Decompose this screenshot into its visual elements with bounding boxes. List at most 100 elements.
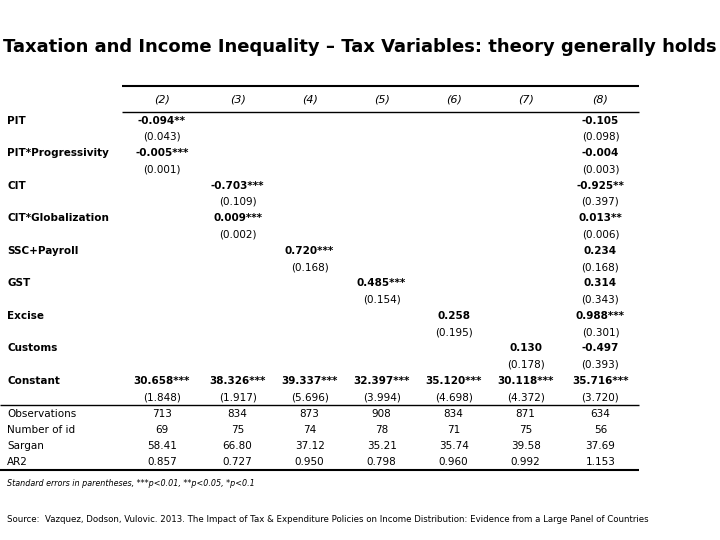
Text: -0.703***: -0.703*** [211,181,264,191]
Text: 0.485***: 0.485*** [357,278,406,288]
Text: 56: 56 [594,425,607,435]
Text: Standard errors in parentheses, ***p<0.01, **p<0.05, *p<0.1: Standard errors in parentheses, ***p<0.0… [7,479,255,488]
Text: 39.58: 39.58 [510,441,541,451]
Text: 30.658***: 30.658*** [134,376,190,386]
Text: 35.74: 35.74 [438,441,469,451]
Text: 66.80: 66.80 [222,441,253,451]
Text: 38.326***: 38.326*** [210,376,266,386]
Text: 0.258: 0.258 [437,311,470,321]
Text: 713: 713 [152,409,172,419]
Text: 834: 834 [228,409,248,419]
Text: Excise: Excise [7,311,44,321]
Text: 78: 78 [375,425,388,435]
Text: (4.372): (4.372) [507,392,544,402]
Text: (0.043): (0.043) [143,132,181,142]
Text: (5.696): (5.696) [291,392,328,402]
Text: PIT*Progressivity: PIT*Progressivity [7,148,109,158]
Text: Observations: Observations [7,409,76,419]
Text: 0.314: 0.314 [584,278,617,288]
Text: 75: 75 [231,425,244,435]
Text: 75: 75 [519,425,532,435]
Text: 871: 871 [516,409,536,419]
Text: 69: 69 [156,425,168,435]
Text: Source:  Vazquez, Dodson, Vulovic. 2013. The Impact of Tax & Expenditure Policie: Source: Vazquez, Dodson, Vulovic. 2013. … [7,515,649,524]
Text: 0.798: 0.798 [366,457,397,467]
Text: (0.178): (0.178) [507,360,544,370]
Text: (0.006): (0.006) [582,230,619,239]
Text: (3): (3) [230,94,246,104]
Text: (0.301): (0.301) [582,327,619,337]
Text: (1.917): (1.917) [219,392,256,402]
Text: 10/27/2016: 10/27/2016 [22,518,86,528]
Text: (0.195): (0.195) [435,327,472,337]
Text: (0.154): (0.154) [363,295,400,305]
Text: (4.698): (4.698) [435,392,472,402]
Text: 35.21: 35.21 [366,441,397,451]
Text: -0.094**: -0.094** [138,116,186,126]
Text: (0.393): (0.393) [582,360,619,370]
Text: (0.109): (0.109) [219,197,256,207]
Text: 873: 873 [300,409,320,419]
Text: Customs: Customs [7,343,58,353]
Text: -0.497: -0.497 [582,343,619,353]
Text: Taxation and Income Inequality – Tax Variables: theory generally holds: Taxation and Income Inequality – Tax Var… [3,38,717,56]
Text: 0.950: 0.950 [294,457,325,467]
Text: 30.118***: 30.118*** [498,376,554,386]
Text: 0.234: 0.234 [584,246,617,256]
Text: -0.925**: -0.925** [577,181,624,191]
Text: 0.130: 0.130 [509,343,542,353]
Text: AR2: AR2 [7,457,28,467]
Text: (0.343): (0.343) [582,295,619,305]
Text: CIT: CIT [7,181,26,191]
Text: 0.857: 0.857 [147,457,177,467]
Text: 0.013**: 0.013** [579,213,622,223]
Text: (0.001): (0.001) [143,164,181,174]
Text: 35.120***: 35.120*** [426,376,482,386]
Text: 0.992: 0.992 [510,457,541,467]
Text: GST: GST [7,278,30,288]
Text: (6): (6) [446,94,462,104]
Text: -0.105: -0.105 [582,116,619,126]
Text: 834: 834 [444,409,464,419]
Text: (7): (7) [518,94,534,104]
Text: 908: 908 [372,409,392,419]
Text: (0.168): (0.168) [582,262,619,272]
Text: DEPARTMENT OF FINANCE: DEPARTMENT OF FINANCE [274,517,446,530]
Text: Sargan: Sargan [7,441,44,451]
Text: 74: 74 [303,425,316,435]
Text: 39.337***: 39.337*** [282,376,338,386]
Text: 35.716***: 35.716*** [572,376,629,386]
Text: PIT: PIT [7,116,26,126]
Text: 71: 71 [447,425,460,435]
Text: 37.12: 37.12 [294,441,325,451]
Text: (0.002): (0.002) [219,230,256,239]
Text: (0.098): (0.098) [582,132,619,142]
Text: 1.153: 1.153 [585,457,616,467]
Text: -0.005***: -0.005*** [135,148,189,158]
Text: 0.720***: 0.720*** [285,246,334,256]
Text: 13: 13 [685,518,698,528]
Text: 0.960: 0.960 [438,457,469,467]
Text: 58.41: 58.41 [147,441,177,451]
Text: Number of id: Number of id [7,425,76,435]
Text: (3.720): (3.720) [582,392,619,402]
Text: 32.397***: 32.397*** [354,376,410,386]
Text: (3.994): (3.994) [363,392,400,402]
Text: (1.848): (1.848) [143,392,181,402]
Text: (8): (8) [593,94,608,104]
Text: 37.69: 37.69 [585,441,616,451]
Text: (0.168): (0.168) [291,262,328,272]
Text: 0.727: 0.727 [222,457,253,467]
Text: -0.004: -0.004 [582,148,619,158]
Text: (2): (2) [154,94,170,104]
Text: (5): (5) [374,94,390,104]
Text: (0.003): (0.003) [582,164,619,174]
Text: Constant: Constant [7,376,60,386]
Text: 0.009***: 0.009*** [213,213,262,223]
Text: (0.397): (0.397) [582,197,619,207]
Text: 634: 634 [590,409,611,419]
Text: (4): (4) [302,94,318,104]
Text: 0.988***: 0.988*** [576,311,625,321]
Text: SSC+Payroll: SSC+Payroll [7,246,78,256]
Text: CIT*Globalization: CIT*Globalization [7,213,109,223]
